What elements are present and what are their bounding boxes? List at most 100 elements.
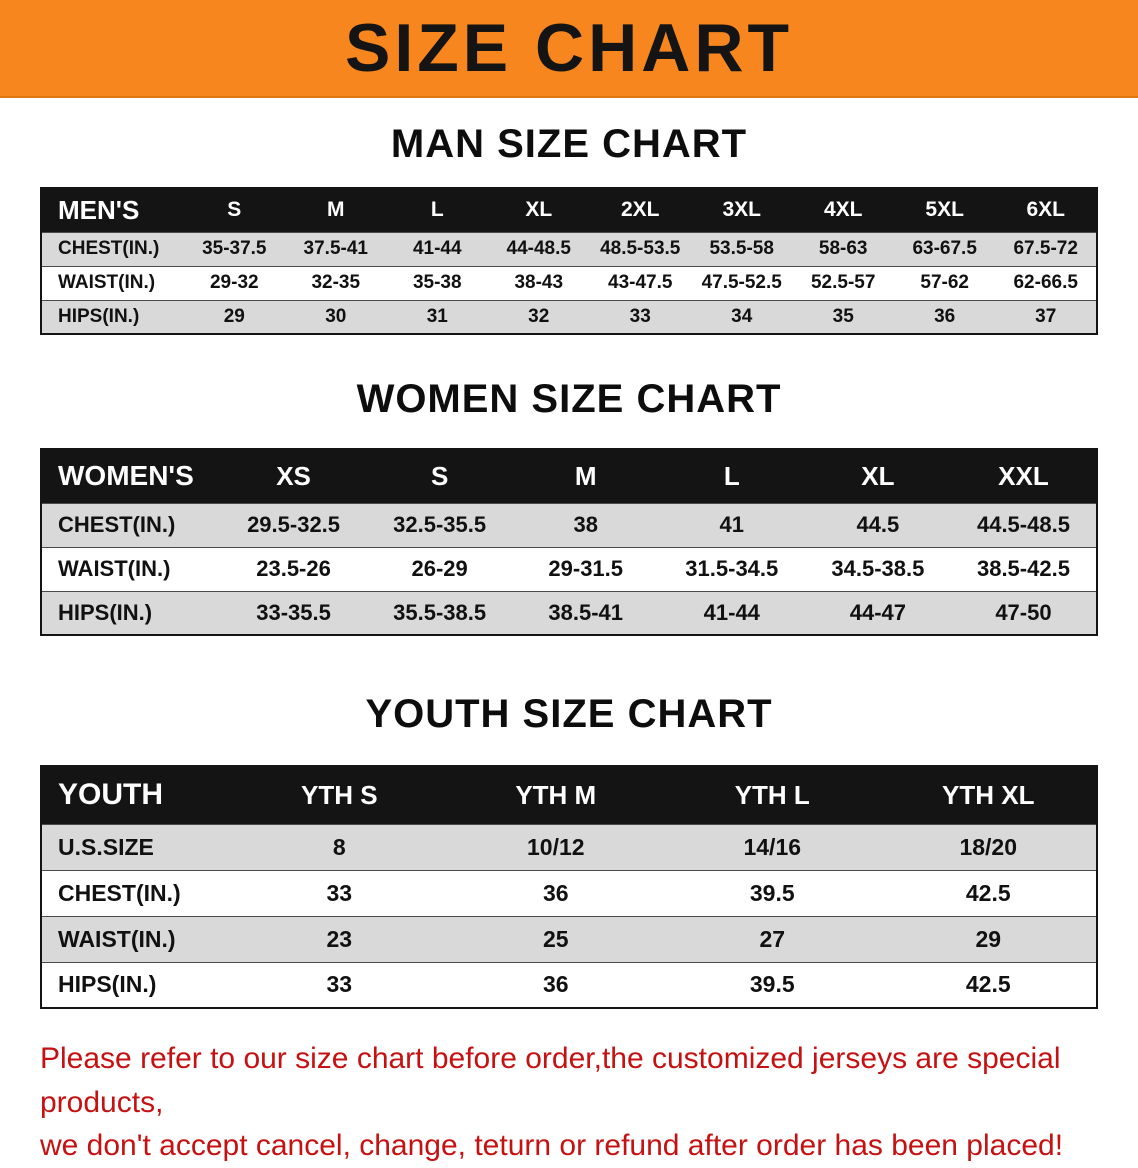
value-cell: 23.5-26 [256, 556, 331, 581]
value-cell: 14/16 [743, 833, 802, 860]
size-header-cell: YTH M [447, 766, 665, 824]
table-row: CHEST(IN.) 33 36 39.5 42.5 [41, 870, 1097, 916]
value-cell: 38.5-42.5 [976, 556, 1070, 581]
value-cell: 63-67.5 [912, 238, 977, 259]
table-header-row: WOMEN'S XS S M L XL XXL [41, 449, 1097, 503]
table-row: HIPS(IN.) 33 36 39.5 42.5 [41, 962, 1097, 1008]
value-cell: 53.5-58 [709, 238, 774, 259]
women-section-heading: WOMEN SIZE CHART [356, 377, 782, 421]
value-cell: 10/12 [527, 833, 585, 860]
youth-size-table: YOUTH YTH S YTH M YTH L YTH XL U.S.SIZE 8 10/12… [40, 765, 1098, 1009]
value-cell: 18/20 [959, 833, 1018, 860]
table-row: WAIST(IN.) 29-32 32-35 35-38 38-43 43-47.5 47.… [41, 266, 1097, 300]
value-cell: 29 [975, 925, 1002, 952]
size-header-cell: 3XL [690, 188, 793, 232]
value-cell: 35-38 [412, 272, 462, 293]
value-cell: 44.5 [856, 512, 900, 537]
value-cell: 58-63 [818, 238, 868, 259]
size-header-cell: L [658, 449, 805, 503]
value-cell: 32 [528, 305, 550, 327]
row-label-cell: HIPS(IN.) [58, 971, 157, 998]
row-label-cell: CHEST(IN.) [58, 238, 160, 259]
table-header-row: MEN'S S M L XL 2XL 3XL 4XL 5XL 6XL [41, 188, 1097, 232]
table-row: CHEST(IN.) 29.5-32.5 32.5-35.5 38 41 44.5 44.5… [41, 503, 1097, 547]
value-cell: 34.5-38.5 [831, 556, 925, 581]
size-header-cell: S [183, 188, 286, 232]
value-cell: 33 [629, 305, 651, 327]
size-header-cell: M [285, 188, 387, 232]
size-header-cell: XXL [950, 449, 1097, 503]
table-header-row: YOUTH YTH S YTH M YTH L YTH XL [41, 766, 1097, 824]
value-cell: 27 [759, 925, 786, 952]
size-header-cell: 2XL [589, 188, 691, 232]
value-cell: 42.5 [965, 971, 1011, 998]
row-label-cell: WAIST(IN.) [58, 925, 176, 952]
value-cell: 37 [1035, 305, 1057, 327]
value-cell: 23 [326, 925, 353, 952]
women-size-section: WOMEN SIZE CHART WOMEN'S XS S M L XL XXL CHEST(… [0, 377, 1138, 636]
value-cell: 31.5-34.5 [685, 556, 779, 581]
value-cell: 44.5-48.5 [976, 512, 1070, 537]
row-label-cell: U.S.SIZE [58, 833, 154, 860]
men-section-heading: MAN SIZE CHART [390, 122, 748, 166]
size-header-cell: 4XL [792, 188, 894, 232]
value-cell: 38 [573, 512, 598, 537]
row-label-cell: CHEST(IN.) [58, 879, 181, 906]
table-row: HIPS(IN.) 29 30 31 32 33 34 35 36 37 [41, 300, 1097, 334]
value-cell: 48.5-53.5 [600, 238, 681, 259]
table-title-cell: WOMEN'S [41, 449, 221, 503]
size-header-cell: YTH XL [880, 766, 1097, 824]
value-cell: 35.5-38.5 [393, 599, 487, 625]
size-header-cell: XL [804, 449, 951, 503]
value-cell: 57-62 [920, 272, 969, 293]
value-cell: 52.5-57 [810, 272, 876, 293]
row-label-cell: HIPS(IN.) [58, 599, 153, 625]
page-title: SIZE CHART [345, 10, 793, 86]
value-cell: 34 [731, 305, 753, 327]
banner: SIZE CHART [0, 0, 1138, 98]
size-header-cell: 5XL [893, 188, 996, 232]
value-cell: 30 [325, 305, 347, 327]
table-row: HIPS(IN.) 33-35.5 35.5-38.5 38.5-41 41-44 44-… [41, 591, 1097, 635]
value-cell: 36 [542, 879, 569, 906]
value-cell: 39.5 [749, 971, 795, 998]
value-cell: 8 [332, 833, 346, 860]
value-cell: 47.5-52.5 [701, 272, 782, 293]
disclaimer-note: Please refer to our size chart before or… [40, 1037, 1098, 1168]
value-cell: 25 [542, 925, 569, 952]
value-cell: 29 [223, 305, 245, 327]
value-cell: 44-47 [849, 599, 906, 625]
value-cell: 36 [934, 305, 956, 327]
row-label-cell: WAIST(IN.) [58, 556, 171, 581]
size-header-cell: XL [488, 188, 590, 232]
table-title-cell: YOUTH [41, 766, 232, 824]
value-cell: 32-35 [311, 272, 361, 293]
value-cell: 43-47.5 [608, 272, 673, 293]
value-cell: 29-31.5 [548, 556, 624, 581]
value-cell: 31 [426, 305, 448, 327]
youth-size-section: YOUTH SIZE CHART YOUTH YTH S YTH M YTH L YTH… [0, 692, 1138, 1009]
men-size-table: MEN'S S M L XL 2XL 3XL 4XL 5XL 6XL CHEST(IN.) 35-37… [40, 187, 1098, 335]
table-row: CHEST(IN.) 35-37.5 37.5-41 41-44 44-48.5 48.5… [41, 232, 1097, 266]
value-cell: 42.5 [965, 879, 1011, 906]
size-header-cell: 6XL [995, 188, 1097, 232]
table-row: WAIST(IN.) 23 25 27 29 [41, 916, 1097, 962]
size-header-cell: YTH S [231, 766, 448, 824]
value-cell: 62-66.5 [1013, 272, 1078, 293]
value-cell: 67.5-72 [1013, 238, 1078, 259]
value-cell: 36 [542, 971, 569, 998]
value-cell: 39.5 [749, 879, 795, 906]
value-cell: 33 [326, 879, 353, 906]
value-cell: 41-44 [412, 238, 462, 259]
size-header-cell: S [366, 449, 513, 503]
disclaimer-line-1: Please refer to our size chart before or… [40, 1042, 1061, 1119]
table-row: U.S.SIZE 8 10/12 14/16 18/20 [41, 824, 1097, 870]
value-cell: 37.5-41 [303, 238, 368, 259]
value-cell: 35-37.5 [202, 238, 267, 259]
women-size-table: WOMEN'S XS S M L XL XXL CHEST(IN.) 29.5-32.5 32.5… [40, 448, 1098, 636]
value-cell: 32.5-35.5 [393, 512, 487, 537]
youth-section-heading: YOUTH SIZE CHART [365, 692, 773, 736]
row-label-cell: WAIST(IN.) [58, 272, 156, 293]
value-cell: 41-44 [703, 599, 760, 625]
